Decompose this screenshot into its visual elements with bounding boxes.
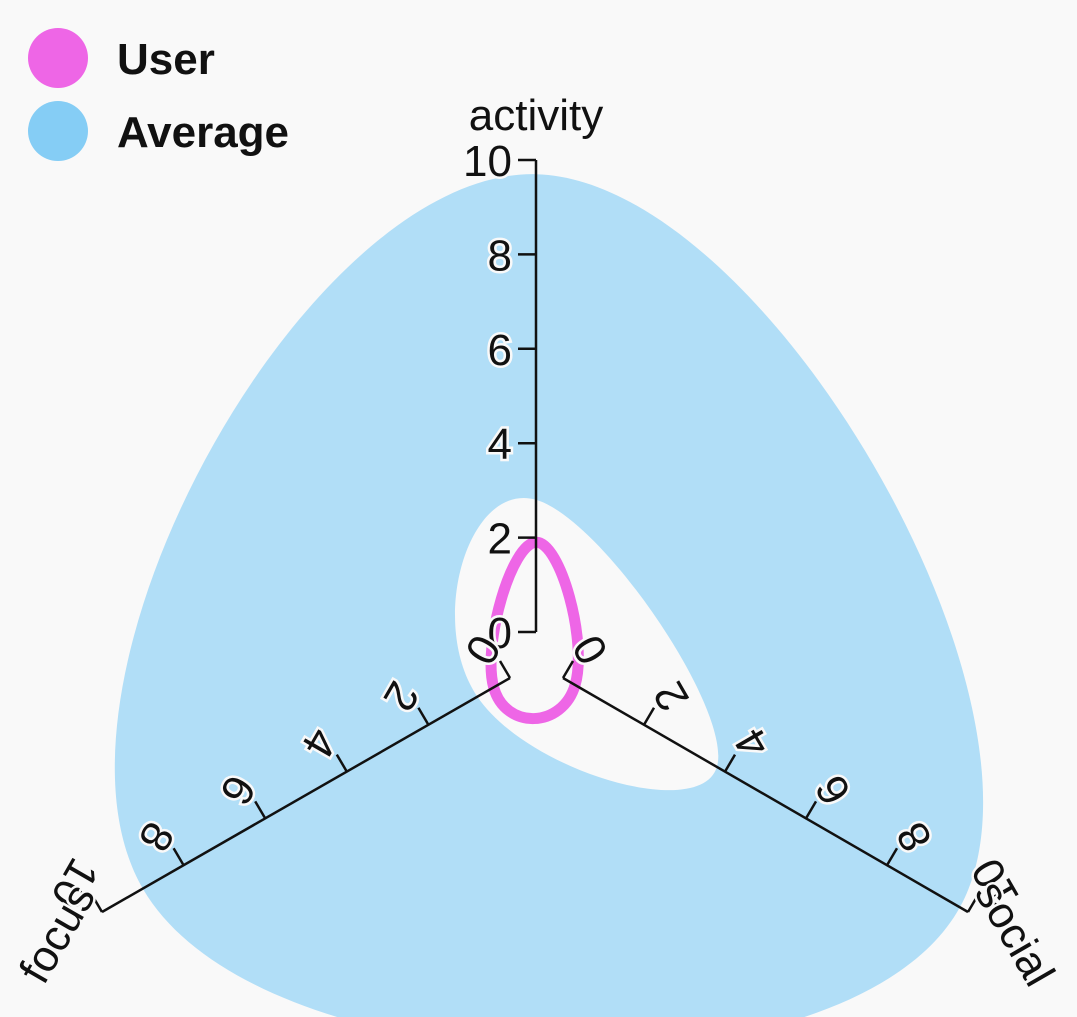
legend-label-average: Average — [117, 108, 289, 157]
tick-label-activity-10: 10 — [463, 137, 512, 186]
series-user-line[interactable] — [485, 536, 584, 724]
tick-mark-social-6 — [804, 800, 818, 820]
tick-mark-focus-8 — [172, 847, 185, 866]
tick-mark-focus-0 — [498, 660, 512, 679]
legend: User Average — [28, 28, 289, 161]
tick-mark-focus-6 — [254, 800, 267, 820]
axis-title-social: social — [965, 873, 1064, 995]
series-average-band[interactable] — [114, 174, 984, 1017]
tick-label-activity-8: 8 — [488, 231, 512, 280]
axis-line-social — [562, 676, 969, 914]
axis-title-activity: activity — [469, 91, 603, 140]
tick-mark-social-8 — [885, 847, 899, 866]
tick-mark-focus-4 — [335, 753, 348, 773]
tick-mark-focus-2 — [417, 707, 430, 726]
legend-label-user: User — [117, 35, 215, 84]
series-layer — [114, 174, 984, 1017]
tick-label-activity-4: 4 — [488, 420, 512, 469]
axis-line-focus — [101, 676, 511, 914]
legend-item-average[interactable]: Average — [28, 101, 289, 161]
legend-swatch-average — [28, 101, 88, 161]
tick-mark-focus-10 — [90, 894, 104, 913]
legend-swatch-user — [28, 28, 88, 88]
axis-title-focus: focus — [10, 876, 105, 992]
tick-mark-social-0 — [561, 660, 575, 679]
tick-mark-social-2 — [642, 707, 656, 726]
tick-label-activity-6: 6 — [488, 326, 512, 375]
tick-label-social-2: 2 — [644, 673, 699, 719]
tick-label-activity-0: 0 — [488, 609, 512, 658]
tick-label-activity-2: 2 — [488, 515, 512, 564]
tick-mark-social-4 — [723, 753, 737, 773]
tick-mark-social-10 — [966, 894, 980, 913]
legend-item-user[interactable]: User — [28, 28, 215, 88]
